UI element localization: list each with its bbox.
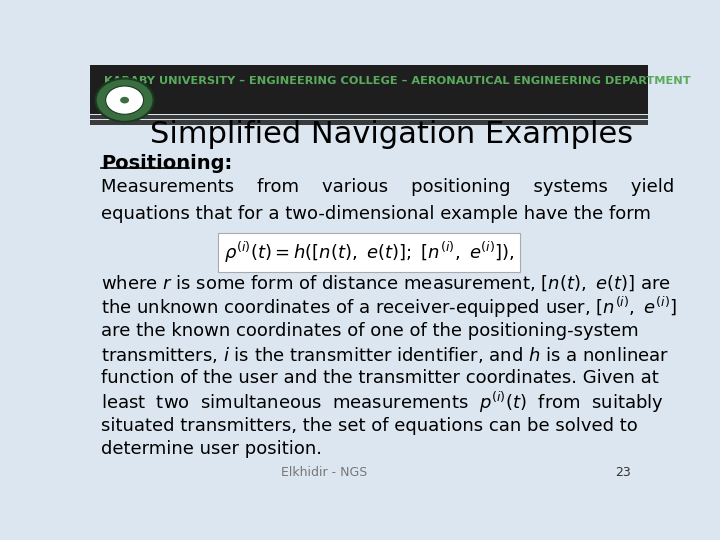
- Text: where $r$ is some form of distance measurement, $[n(t),\ e(t)]$ are: where $r$ is some form of distance measu…: [101, 274, 671, 293]
- Circle shape: [120, 97, 129, 104]
- Circle shape: [106, 86, 143, 114]
- Text: $\rho^{(i)}(t) = h([n(t),\ e(t)];\ [n^{(i)},\ e^{(i)}]),$: $\rho^{(i)}(t) = h([n(t),\ e(t)];\ [n^{(…: [224, 240, 514, 265]
- Circle shape: [96, 78, 153, 122]
- Text: Measurements    from    various    positioning    systems    yield: Measurements from various positioning sy…: [101, 178, 675, 197]
- Text: are the known coordinates of one of the positioning-system: are the known coordinates of one of the …: [101, 322, 639, 340]
- Text: the unknown coordinates of a receiver-equipped user, $[n^{(i)},\ e^{(i)}]$: the unknown coordinates of a receiver-eq…: [101, 295, 678, 320]
- Text: situated transmitters, the set of equations can be solved to: situated transmitters, the set of equati…: [101, 417, 638, 435]
- Text: KARABY UNIVERSITY – ENGINEERING COLLEGE – AERONAUTICAL ENGINEERING DEPARTMENT: KARABY UNIVERSITY – ENGINEERING COLLEGE …: [104, 76, 690, 86]
- Text: least  two  simultaneous  measurements  $p^{(i)}(t)$  from  suitably: least two simultaneous measurements $p^{…: [101, 389, 664, 415]
- Text: Simplified Navigation Examples: Simplified Navigation Examples: [150, 120, 633, 149]
- Text: 23: 23: [616, 466, 631, 479]
- Text: Positioning:: Positioning:: [101, 154, 233, 173]
- Text: determine user position.: determine user position.: [101, 441, 322, 458]
- Text: transmitters, $i$ is the transmitter identifier, and $h$ is a nonlinear: transmitters, $i$ is the transmitter ide…: [101, 345, 669, 364]
- FancyBboxPatch shape: [90, 65, 648, 114]
- FancyBboxPatch shape: [90, 120, 648, 125]
- FancyBboxPatch shape: [218, 233, 520, 273]
- Text: Elkhidir - NGS: Elkhidir - NGS: [282, 466, 367, 479]
- Text: function of the user and the transmitter coordinates. Given at: function of the user and the transmitter…: [101, 369, 659, 387]
- FancyBboxPatch shape: [90, 114, 648, 119]
- Text: equations that for a two-dimensional example have the form: equations that for a two-dimensional exa…: [101, 206, 651, 224]
